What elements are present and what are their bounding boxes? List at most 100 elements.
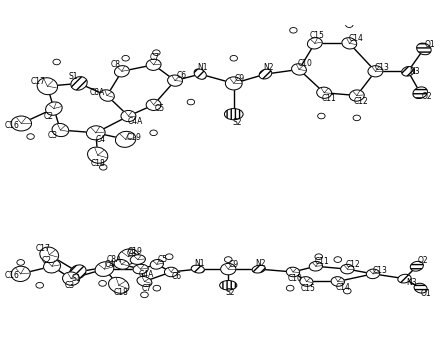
Ellipse shape bbox=[27, 134, 34, 139]
Text: C4: C4 bbox=[105, 260, 115, 269]
Ellipse shape bbox=[165, 254, 173, 259]
Ellipse shape bbox=[146, 99, 161, 110]
Ellipse shape bbox=[99, 280, 106, 286]
Text: C14: C14 bbox=[336, 283, 351, 292]
Ellipse shape bbox=[108, 277, 130, 294]
Ellipse shape bbox=[115, 131, 136, 148]
Ellipse shape bbox=[340, 264, 354, 274]
Ellipse shape bbox=[398, 274, 411, 283]
Ellipse shape bbox=[350, 90, 364, 101]
Ellipse shape bbox=[153, 50, 160, 56]
Ellipse shape bbox=[70, 265, 86, 279]
Ellipse shape bbox=[133, 264, 149, 274]
Ellipse shape bbox=[414, 283, 427, 293]
Text: C14: C14 bbox=[348, 34, 363, 43]
Ellipse shape bbox=[219, 280, 237, 290]
Ellipse shape bbox=[100, 90, 114, 101]
Ellipse shape bbox=[11, 116, 31, 131]
Ellipse shape bbox=[315, 254, 323, 259]
Text: C2: C2 bbox=[43, 111, 53, 120]
Ellipse shape bbox=[17, 259, 25, 265]
Ellipse shape bbox=[413, 87, 427, 99]
Ellipse shape bbox=[95, 262, 114, 277]
Ellipse shape bbox=[53, 59, 60, 65]
Ellipse shape bbox=[225, 77, 243, 90]
Ellipse shape bbox=[121, 110, 136, 122]
Ellipse shape bbox=[317, 87, 332, 98]
Text: N2: N2 bbox=[263, 63, 274, 72]
Text: C8: C8 bbox=[127, 249, 137, 258]
Ellipse shape bbox=[367, 269, 380, 279]
Text: C4A: C4A bbox=[139, 270, 154, 279]
Ellipse shape bbox=[11, 266, 30, 282]
Ellipse shape bbox=[86, 126, 105, 140]
Ellipse shape bbox=[133, 264, 148, 274]
Text: O1: O1 bbox=[421, 289, 432, 298]
Ellipse shape bbox=[114, 66, 129, 77]
Ellipse shape bbox=[164, 267, 178, 277]
Ellipse shape bbox=[342, 38, 357, 49]
Ellipse shape bbox=[308, 38, 322, 49]
Ellipse shape bbox=[397, 274, 411, 283]
Ellipse shape bbox=[62, 272, 80, 286]
Ellipse shape bbox=[341, 264, 354, 274]
Ellipse shape bbox=[259, 69, 272, 79]
Ellipse shape bbox=[11, 266, 31, 282]
Text: C13: C13 bbox=[375, 63, 389, 72]
Ellipse shape bbox=[194, 69, 207, 79]
Ellipse shape bbox=[331, 276, 345, 286]
Ellipse shape bbox=[69, 265, 86, 279]
Ellipse shape bbox=[39, 247, 59, 263]
Text: C19: C19 bbox=[127, 133, 141, 142]
Ellipse shape bbox=[416, 43, 431, 55]
Text: N3: N3 bbox=[406, 278, 417, 287]
Ellipse shape bbox=[410, 261, 424, 272]
Ellipse shape bbox=[224, 109, 243, 120]
Text: C7: C7 bbox=[149, 53, 160, 62]
Text: O2: O2 bbox=[417, 256, 428, 265]
Ellipse shape bbox=[45, 101, 63, 116]
Text: C8: C8 bbox=[110, 60, 120, 69]
Ellipse shape bbox=[331, 277, 345, 286]
Ellipse shape bbox=[121, 110, 136, 122]
Text: C8A: C8A bbox=[90, 88, 105, 97]
Text: C7: C7 bbox=[141, 284, 152, 293]
Ellipse shape bbox=[366, 269, 380, 279]
Text: C6: C6 bbox=[177, 71, 186, 80]
Text: N1: N1 bbox=[194, 259, 205, 268]
Ellipse shape bbox=[307, 37, 323, 49]
Text: N2: N2 bbox=[255, 259, 266, 268]
Ellipse shape bbox=[167, 75, 183, 87]
Text: C17: C17 bbox=[30, 77, 46, 86]
Ellipse shape bbox=[114, 259, 129, 269]
Ellipse shape bbox=[46, 102, 62, 115]
Ellipse shape bbox=[367, 66, 383, 77]
Ellipse shape bbox=[191, 265, 204, 273]
Text: C5: C5 bbox=[157, 255, 168, 264]
Ellipse shape bbox=[417, 43, 431, 55]
Ellipse shape bbox=[87, 126, 105, 140]
Ellipse shape bbox=[88, 147, 108, 163]
Text: C13: C13 bbox=[372, 266, 387, 275]
Ellipse shape bbox=[153, 285, 160, 291]
Ellipse shape bbox=[130, 255, 145, 264]
Text: C6: C6 bbox=[172, 272, 182, 281]
Ellipse shape bbox=[95, 262, 114, 276]
Ellipse shape bbox=[150, 130, 157, 136]
Ellipse shape bbox=[287, 267, 299, 277]
Ellipse shape bbox=[414, 283, 427, 293]
Text: C18: C18 bbox=[113, 288, 128, 297]
Ellipse shape bbox=[122, 56, 129, 61]
Ellipse shape bbox=[413, 87, 428, 99]
Text: N3: N3 bbox=[409, 67, 420, 76]
Ellipse shape bbox=[141, 292, 148, 298]
Ellipse shape bbox=[299, 276, 313, 287]
Text: C3: C3 bbox=[48, 131, 58, 140]
Text: C18: C18 bbox=[90, 159, 105, 168]
Text: C16: C16 bbox=[4, 271, 20, 280]
Ellipse shape bbox=[353, 115, 361, 121]
Ellipse shape bbox=[349, 90, 365, 101]
Ellipse shape bbox=[40, 247, 59, 263]
Ellipse shape bbox=[37, 77, 58, 95]
Ellipse shape bbox=[99, 89, 115, 101]
